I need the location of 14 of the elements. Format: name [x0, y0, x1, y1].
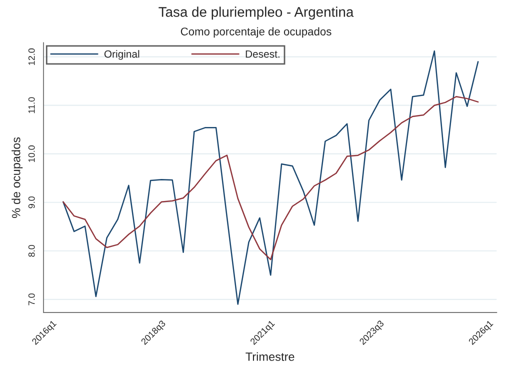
x-axis-title: Trimestre: [246, 352, 294, 361]
y-tick-label: 8.0: [28, 244, 35, 257]
y-tick-label: 7.0: [28, 293, 35, 306]
chart-title: Tasa de pluriempleo - Argentina: [158, 6, 354, 20]
line-series: [62, 50, 479, 305]
y-tick-label: 9.0: [28, 196, 35, 208]
chart-subtitle: Como porcentaje de ocupados: [180, 27, 332, 38]
legend-label: Original: [104, 50, 140, 60]
y-axis-title: % de ocupados: [12, 137, 23, 218]
y-tick-label: 12.0: [28, 48, 35, 65]
y-tick-label: 11.0: [28, 97, 35, 114]
legend-label: Desest.: [246, 50, 280, 58]
y-tick-label: 10.0: [28, 145, 35, 162]
line-series: [62, 96, 479, 260]
